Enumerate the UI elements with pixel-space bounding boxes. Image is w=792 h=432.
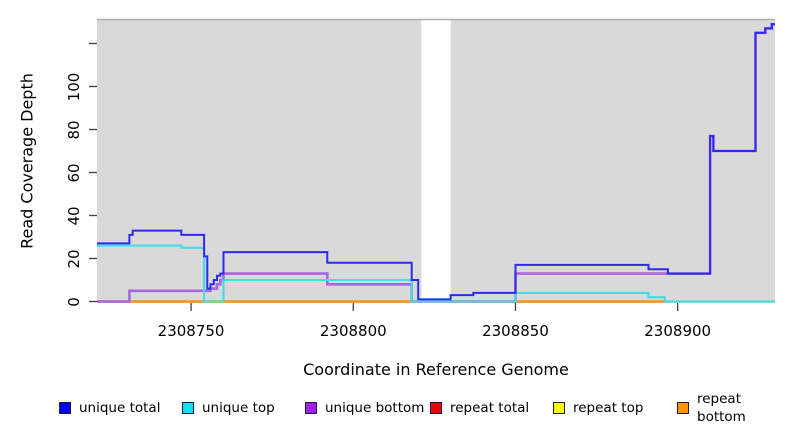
no-data-gap bbox=[421, 19, 451, 303]
legend-swatch-icon bbox=[677, 402, 689, 414]
legend-item-repeat-top: repeat top bbox=[553, 399, 643, 417]
legend-item-unique-total: unique total bbox=[59, 399, 160, 417]
chart-legend: unique total unique top unique bottom repea… bbox=[0, 391, 792, 425]
series-unique-total-line bbox=[97, 23, 775, 301]
x-tick-label: 2308900 bbox=[644, 322, 712, 340]
legend-item-repeat-total: repeat total bbox=[430, 399, 529, 417]
x-tick-label: 2308750 bbox=[157, 322, 225, 340]
legend-item-unique-top: unique top bbox=[182, 399, 275, 417]
x-tick-label: 2308850 bbox=[482, 322, 549, 340]
legend-swatch-icon bbox=[182, 402, 194, 414]
legend-label: repeat top bbox=[573, 400, 644, 416]
legend-swatch-icon bbox=[430, 402, 442, 414]
legend-swatch-icon bbox=[553, 402, 565, 414]
y-tick-label: 60 bbox=[65, 162, 83, 183]
legend-label: unique total bbox=[79, 400, 161, 416]
legend-item-repeat-bottom: repeat bottom bbox=[677, 391, 792, 425]
legend-label: repeat bottom bbox=[697, 391, 746, 425]
x-tick-label: 2308800 bbox=[319, 322, 387, 340]
x-axis-title: Coordinate in Reference Genome bbox=[303, 360, 569, 379]
y-tick-label: 100 bbox=[65, 72, 83, 101]
legend-label: repeat total bbox=[450, 400, 530, 416]
legend-label: unique top bbox=[202, 400, 275, 416]
y-tick-label: 20 bbox=[65, 248, 83, 269]
y-axis-title: Read Coverage Depth bbox=[17, 73, 37, 249]
y-tick-label: 40 bbox=[65, 205, 83, 226]
axis-ticks bbox=[89, 42, 679, 311]
series-lines bbox=[97, 22, 775, 303]
y-tick-label: 0 bbox=[65, 296, 83, 307]
legend-item-unique-bottom: unique bottom bbox=[305, 399, 424, 417]
plot-panel bbox=[97, 18, 775, 303]
y-tick-label: 80 bbox=[65, 119, 83, 140]
legend-label: unique bottom bbox=[325, 400, 425, 416]
series-unique-top-line bbox=[97, 244, 775, 303]
legend-swatch-icon bbox=[305, 402, 317, 414]
legend-swatch-icon bbox=[59, 402, 71, 414]
